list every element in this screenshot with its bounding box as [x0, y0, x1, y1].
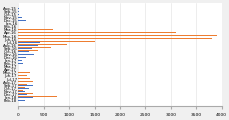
Bar: [18, 97, 33, 98]
Bar: [18, 8, 19, 9]
Bar: [18, 42, 40, 43]
Bar: [18, 17, 22, 18]
Bar: [18, 88, 28, 89]
Bar: [18, 45, 38, 46]
Bar: [18, 48, 32, 49]
Bar: [18, 41, 94, 42]
Bar: [18, 44, 66, 45]
Bar: [18, 93, 33, 94]
Bar: [18, 54, 33, 55]
Bar: [18, 94, 27, 95]
Bar: [18, 96, 56, 97]
Bar: [18, 63, 23, 64]
Bar: [18, 29, 53, 30]
Bar: [18, 87, 25, 88]
Bar: [18, 90, 23, 91]
Bar: [18, 50, 38, 51]
Bar: [18, 85, 33, 86]
Bar: [18, 57, 25, 58]
Bar: [18, 91, 25, 92]
Bar: [18, 60, 22, 61]
Bar: [18, 51, 29, 52]
Bar: [18, 38, 211, 39]
Bar: [18, 32, 175, 33]
Bar: [18, 78, 30, 79]
Bar: [18, 75, 27, 76]
Bar: [18, 35, 216, 36]
Bar: [18, 100, 25, 101]
Bar: [18, 47, 51, 48]
Bar: [18, 11, 19, 12]
Bar: [18, 14, 19, 15]
Bar: [18, 81, 33, 82]
Bar: [18, 84, 27, 85]
